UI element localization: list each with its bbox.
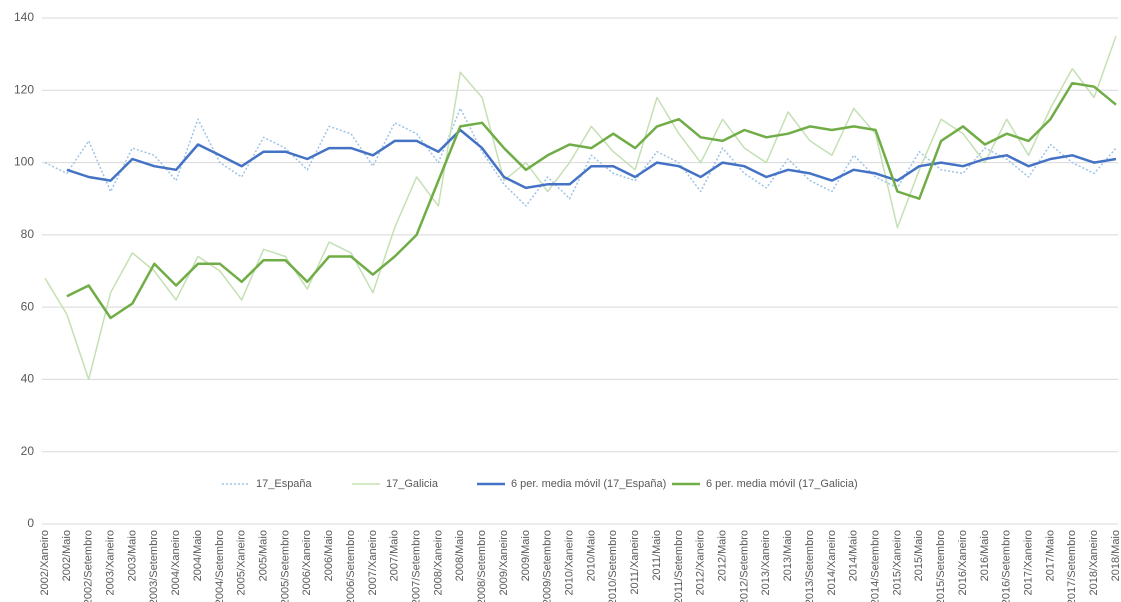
- legend-label: 17_Galicia: [386, 478, 439, 490]
- x-tick-label: 2006/Setembro: [345, 530, 357, 602]
- y-tick-label: 40: [21, 372, 35, 386]
- x-tick-label: 2012/Xaneiro: [695, 530, 707, 595]
- series-line: [66, 81, 1117, 320]
- y-tick-label: 80: [21, 227, 35, 241]
- x-tick-label: 2012/Maio: [716, 530, 728, 581]
- x-tick-label: 2004/Setembro: [214, 530, 226, 602]
- x-tick-label: 2017/Xaneiro: [1022, 530, 1034, 595]
- series-line: [66, 128, 1117, 190]
- x-tick-label: 2009/Setembro: [542, 530, 554, 602]
- x-tick-label: 2011/Maio: [651, 530, 663, 581]
- x-tick-label: 2013/Xaneiro: [760, 530, 772, 595]
- legend-label: 6 per. media móvil (17_España): [511, 478, 666, 490]
- x-tick-label: 2006/Maio: [323, 530, 335, 581]
- x-tick-label: 2002/Setembro: [83, 530, 95, 602]
- series-line: [44, 107, 1117, 207]
- y-tick-label: 20: [21, 444, 35, 458]
- series-line: [44, 35, 1117, 381]
- x-tick-label: 2005/Maio: [257, 530, 269, 581]
- y-tick-label: 60: [21, 299, 35, 313]
- x-tick-label: 2008/Xaneiro: [432, 530, 444, 595]
- x-tick-label: 2011/Xaneiro: [629, 530, 641, 595]
- x-tick-label: 2015/Setembro: [935, 530, 947, 602]
- x-tick-label: 2007/Maio: [389, 530, 401, 581]
- x-tick-label: 2012/Setembro: [738, 530, 750, 602]
- x-tick-label: 2002/Maio: [61, 530, 73, 581]
- x-tick-label: 2004/Xaneiro: [170, 530, 182, 595]
- x-tick-label: 2010/Setembro: [607, 530, 619, 602]
- x-tick-label: 2003/Maio: [126, 530, 138, 581]
- x-tick-label: 2013/Maio: [782, 530, 794, 581]
- x-tick-label: 2004/Maio: [192, 530, 204, 581]
- x-tick-label: 2017/Maio: [1044, 530, 1056, 581]
- x-tick-label: 2016/Xaneiro: [957, 530, 969, 595]
- y-tick-label: 100: [14, 155, 34, 169]
- x-tick-label: 2008/Setembro: [476, 530, 488, 602]
- x-tick-label: 2010/Maio: [585, 530, 597, 581]
- x-tick-label: 2011/Setembro: [673, 530, 685, 602]
- x-tick-label: 2007/Setembro: [410, 530, 422, 602]
- y-tick-label: 0: [27, 516, 34, 530]
- x-tick-label: 2005/Xaneiro: [236, 530, 248, 595]
- x-tick-label: 2014/Setembro: [869, 530, 881, 602]
- x-tick-label: 2015/Xaneiro: [891, 530, 903, 595]
- x-tick-label: 2003/Xaneiro: [104, 530, 116, 595]
- legend-label: 17_España: [256, 478, 313, 490]
- x-tick-label: 2016/Setembro: [1001, 530, 1013, 602]
- x-tick-label: 2008/Maio: [454, 530, 466, 581]
- x-tick-label: 2016/Maio: [979, 530, 991, 581]
- x-tick-label: 2009/Xaneiro: [498, 530, 510, 595]
- x-tick-label: 2017/Setembro: [1066, 530, 1078, 602]
- y-tick-label: 140: [14, 10, 34, 24]
- legend-label: 6 per. media móvil (17_Galicia): [706, 478, 858, 490]
- x-tick-label: 2018/Xaneiro: [1088, 530, 1100, 595]
- x-tick-label: 2007/Xaneiro: [367, 530, 379, 595]
- x-tick-label: 2014/Maio: [848, 530, 860, 581]
- x-tick-label: 2002/Xaneiro: [39, 530, 51, 595]
- x-tick-label: 2013/Setembro: [804, 530, 816, 602]
- x-tick-label: 2018/Maio: [1110, 530, 1121, 581]
- x-tick-label: 2003/Setembro: [148, 530, 160, 602]
- x-tick-label: 2006/Xaneiro: [301, 530, 313, 595]
- y-tick-label: 120: [14, 82, 34, 96]
- x-tick-label: 2014/Xaneiro: [826, 530, 838, 595]
- x-tick-label: 2010/Xaneiro: [563, 530, 575, 595]
- x-tick-label: 2015/Maio: [913, 530, 925, 581]
- x-tick-label: 2009/Maio: [520, 530, 532, 581]
- x-tick-label: 2005/Setembro: [279, 530, 291, 602]
